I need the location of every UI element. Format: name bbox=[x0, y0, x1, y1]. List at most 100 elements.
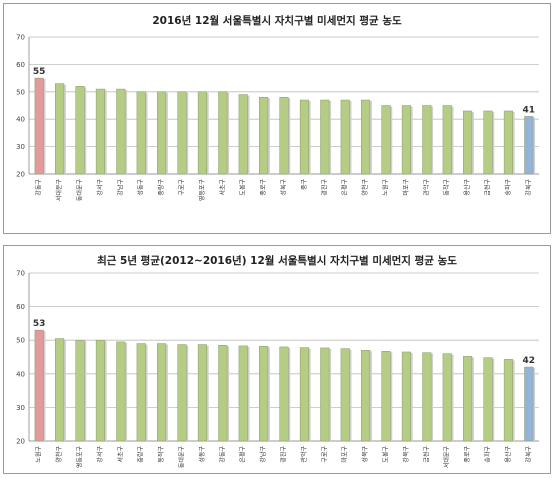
bar bbox=[483, 357, 493, 442]
x-tick-label: 동작구 bbox=[158, 446, 165, 463]
bar bbox=[34, 329, 44, 442]
bar bbox=[320, 347, 330, 442]
bar bbox=[136, 91, 146, 175]
x-tick-label: 양천구 bbox=[55, 446, 63, 463]
x-tick-label: 금천구 bbox=[484, 179, 492, 196]
x-tick-label: 동대문구 bbox=[76, 179, 84, 202]
bar bbox=[218, 91, 228, 175]
x-tick-label: 관악구 bbox=[422, 179, 430, 196]
bar-chart-5yr-avg: 20 30 40 50 60 70 노원구 양천구 영등포구 강서구 서초구 중랑구 동작구 동대문구 성동… bbox=[16, 270, 539, 469]
x-tick-label: 종로구 bbox=[464, 446, 471, 463]
bar bbox=[299, 99, 309, 175]
chart-title: 최근 5년 평균(2012~2016년) 12월 서울특별시 자치구별 미세먼지… bbox=[97, 255, 457, 267]
x-tick-label: 구로구 bbox=[179, 179, 186, 196]
bar bbox=[95, 339, 105, 442]
y-tick-label: 60 bbox=[16, 61, 25, 69]
x-tick-label: 성북구 bbox=[361, 446, 369, 463]
x-tick-label: 마포구 bbox=[341, 446, 349, 463]
bar bbox=[238, 345, 248, 442]
bar bbox=[55, 83, 65, 175]
x-tick-label: 은평구 bbox=[341, 179, 349, 196]
bar bbox=[442, 105, 452, 175]
bar bbox=[177, 344, 187, 442]
bar bbox=[218, 344, 228, 442]
bar bbox=[197, 344, 207, 442]
y-tick-label: 20 bbox=[16, 171, 25, 179]
bar bbox=[340, 348, 350, 442]
x-tick-label: 강서구 bbox=[96, 446, 104, 463]
bar bbox=[75, 86, 85, 175]
x-tick-label: 관악구 bbox=[300, 446, 308, 463]
y-tick-label: 40 bbox=[16, 370, 25, 378]
bar bbox=[75, 339, 85, 442]
y-tick-label: 70 bbox=[16, 34, 25, 42]
bar bbox=[463, 110, 473, 175]
x-tick-label: 강동구 bbox=[218, 446, 226, 463]
x-tick-label: 강북구 bbox=[402, 446, 410, 463]
bar bbox=[177, 91, 187, 175]
y-tick-label: 30 bbox=[16, 404, 25, 412]
x-tick-label: 송파구 bbox=[504, 179, 512, 196]
bar bbox=[299, 347, 309, 442]
data-label: 53 bbox=[33, 319, 46, 329]
x-tick-label: 동대문구 bbox=[178, 446, 186, 469]
x-tick-label: 노원구 bbox=[35, 446, 43, 463]
bar bbox=[279, 346, 289, 442]
bar bbox=[340, 99, 350, 175]
bar bbox=[95, 88, 105, 175]
x-tick-label: 마포구 bbox=[402, 179, 410, 196]
chart-title: 2016년 12월 서울특별시 자치구별 미세먼지 평균 농도 bbox=[152, 15, 402, 27]
bar bbox=[381, 351, 391, 442]
x-tick-label: 양천구 bbox=[361, 179, 369, 196]
x-tick-label: 강서구 bbox=[96, 179, 104, 196]
y-tick-label: 20 bbox=[16, 438, 25, 446]
data-label: 42 bbox=[523, 356, 536, 366]
x-tick-label: 도봉구 bbox=[382, 446, 390, 463]
x-tick-label: 용산구 bbox=[504, 446, 512, 463]
bar bbox=[401, 105, 411, 175]
x-tick-label: 용산구 bbox=[463, 179, 471, 196]
y-tick-label: 40 bbox=[16, 116, 25, 124]
x-tick-label: 서대문구 bbox=[55, 179, 63, 202]
bar bbox=[422, 105, 432, 175]
x-tick-label: 강동구 bbox=[35, 179, 43, 196]
bar bbox=[422, 352, 432, 442]
y-tick-label: 30 bbox=[16, 143, 25, 151]
x-tick-label: 성북구 bbox=[280, 179, 288, 196]
x-tick-label: 성동구 bbox=[198, 446, 206, 463]
bar bbox=[361, 99, 371, 175]
chart-panel-2016: 2016년 12월 서울특별시 자치구별 미세먼지 평균 농도 20 30 40 50… bbox=[3, 3, 551, 234]
bar bbox=[524, 366, 534, 442]
x-tick-label: 강북구 bbox=[524, 179, 532, 196]
x-tick-label: 영등포구 bbox=[76, 446, 84, 469]
data-label: 55 bbox=[33, 67, 46, 77]
chart-panel-5yr-avg: 최근 5년 평균(2012~2016년) 12월 서울특별시 자치구별 미세먼지… bbox=[3, 245, 551, 474]
bar bbox=[381, 105, 391, 175]
bar bbox=[524, 116, 534, 175]
bar bbox=[361, 350, 371, 442]
y-tick-label: 70 bbox=[16, 270, 25, 278]
x-tick-label: 중랑구 bbox=[138, 446, 145, 463]
x-tick-label: 동작구 bbox=[444, 179, 451, 196]
bar bbox=[116, 88, 126, 175]
x-tick-label: 성동구 bbox=[137, 179, 145, 196]
bar-chart-2016: 20 30 40 50 60 70 강동구 서대문구 동대문구 강서구 강남구 성동구 중랑구 구로구 영등… bbox=[16, 34, 539, 202]
bar bbox=[157, 91, 167, 175]
bar bbox=[320, 99, 330, 175]
x-tick-label: 은평구 bbox=[239, 446, 247, 463]
x-tick-label: 노원구 bbox=[382, 179, 390, 196]
x-tick-label: 서초구 bbox=[116, 446, 124, 463]
bar bbox=[442, 353, 452, 442]
x-tick-label: 종로구 bbox=[260, 179, 267, 196]
bar bbox=[116, 341, 126, 442]
bar bbox=[401, 351, 411, 442]
bar bbox=[157, 343, 167, 442]
x-tick-label: 구로구 bbox=[321, 446, 328, 463]
x-tick-label: 중구 bbox=[301, 179, 308, 191]
bar bbox=[238, 94, 248, 175]
bar bbox=[259, 345, 269, 442]
bar bbox=[259, 97, 269, 175]
x-tick-label: 금천구 bbox=[422, 446, 430, 463]
bar bbox=[136, 343, 146, 442]
bar bbox=[483, 110, 493, 175]
